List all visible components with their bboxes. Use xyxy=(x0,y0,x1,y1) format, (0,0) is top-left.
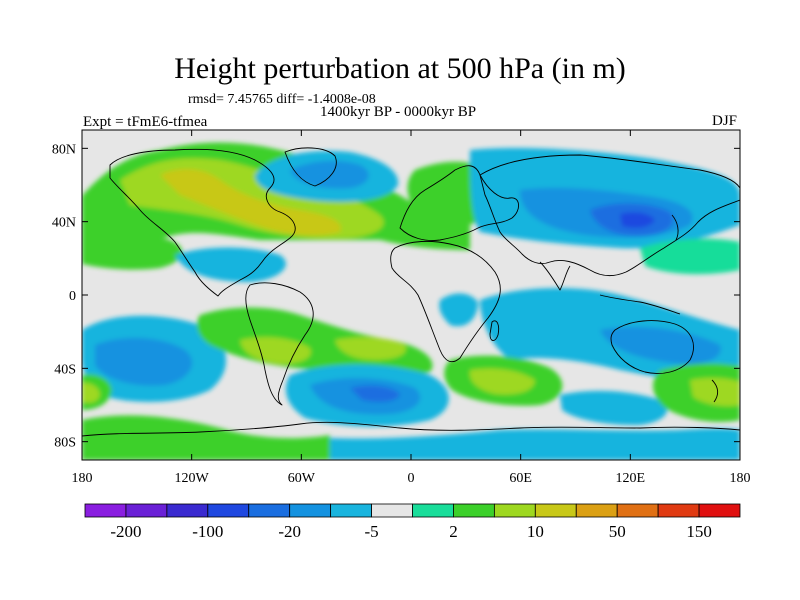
coast-india xyxy=(539,261,571,291)
contour-spac-west-lime xyxy=(82,382,100,403)
lon-label: 60W xyxy=(288,471,316,486)
axis-labels: 180 120W 60W 0 60E 120E 180 80N 40N 0 40S 80S xyxy=(52,142,751,486)
coast-madagascar xyxy=(489,320,500,341)
time-period: 1400kyr BP - 0000kyr BP xyxy=(320,104,477,120)
lon-label: 180 xyxy=(730,471,751,486)
contour-natlantic-midblue xyxy=(290,160,369,189)
coast-europe xyxy=(399,165,519,241)
coast-antarctica xyxy=(82,421,740,437)
contour-field xyxy=(82,130,740,460)
colorbar-swatch xyxy=(330,503,372,518)
coast-new-zealand xyxy=(711,379,719,403)
colorbar-swatch xyxy=(575,503,618,518)
contour-satlantic-lime xyxy=(335,337,406,360)
contour-north-olive xyxy=(160,168,341,236)
contour-antarctic-green xyxy=(82,415,330,460)
colorbar-label: -5 xyxy=(364,522,378,541)
lat-label: 40N xyxy=(52,216,76,231)
colorbar-swatch xyxy=(371,503,413,518)
contour-spac-east-lime xyxy=(690,377,740,407)
lat-label: 40S xyxy=(54,362,76,377)
coast-indonesia xyxy=(599,294,681,315)
colorbar-swatch xyxy=(657,503,700,518)
colorbar-swatch xyxy=(493,503,536,518)
colorbar-label: -100 xyxy=(192,522,223,541)
contour-eqpac-blue xyxy=(175,247,286,282)
lon-label: 180 xyxy=(72,471,93,486)
coast-japan xyxy=(671,214,679,241)
colorbar-swatch xyxy=(453,503,495,518)
lat-label: 0 xyxy=(69,289,76,304)
colorbar-label: 2 xyxy=(449,522,458,541)
coast-greenland xyxy=(284,147,337,187)
contour-japan-deepblue xyxy=(620,212,655,228)
colorbar-swatch xyxy=(534,503,577,518)
colorbar-label: 150 xyxy=(686,522,712,541)
contour-sindian-lime xyxy=(469,368,535,395)
season-label: DJF xyxy=(712,113,738,129)
contour-wpac-green xyxy=(82,230,183,270)
colorbar-label: 50 xyxy=(609,522,626,541)
coast-asia xyxy=(479,154,740,277)
colorbar-swatch xyxy=(248,503,291,518)
axis-ticks xyxy=(81,130,741,460)
colorbar-swatch xyxy=(207,503,250,518)
lon-label: 120W xyxy=(175,471,210,486)
contour-antarctic-blue xyxy=(330,428,740,460)
contour-satlantic-blue-core xyxy=(350,385,400,402)
colorbar-swatch xyxy=(289,503,332,518)
contour-spac-midblue xyxy=(95,338,193,386)
colorbar-label: 10 xyxy=(527,522,544,541)
coastlines xyxy=(82,147,740,437)
lon-label: 120E xyxy=(616,471,646,486)
coast-south-america xyxy=(245,282,314,406)
lon-label: 60E xyxy=(509,471,532,486)
coast-australia xyxy=(610,320,694,374)
colorbar-swatch xyxy=(698,503,741,518)
colorbar-label: -200 xyxy=(110,522,141,541)
colorbar-swatch xyxy=(125,503,168,518)
lon-label: 0 xyxy=(408,471,415,486)
lat-label: 80N xyxy=(52,142,76,157)
chart-title: Height perturbation at 500 hPa (in m) xyxy=(174,52,626,85)
colorbar: -200 -100 -20 -5 2 10 50 150 xyxy=(84,503,741,541)
coast-north-america xyxy=(109,148,296,297)
colorbar-label: -20 xyxy=(278,522,301,541)
lat-label: 80S xyxy=(54,436,76,451)
colorbar-swatch xyxy=(616,503,659,518)
contour-indian-west-blue xyxy=(439,293,478,327)
contour-epac-teal xyxy=(640,238,740,275)
colorbar-swatch xyxy=(166,503,209,518)
experiment-label: Expt = tFmE6-tfmea xyxy=(83,114,208,130)
coast-africa xyxy=(390,240,501,363)
rmsd-diff-stats: rmsd= 7.45765 diff= -1.4008e-08 xyxy=(188,92,376,107)
colorbar-swatch xyxy=(84,503,127,518)
colorbar-swatch xyxy=(412,503,454,518)
contour-aus-blue xyxy=(560,390,668,426)
